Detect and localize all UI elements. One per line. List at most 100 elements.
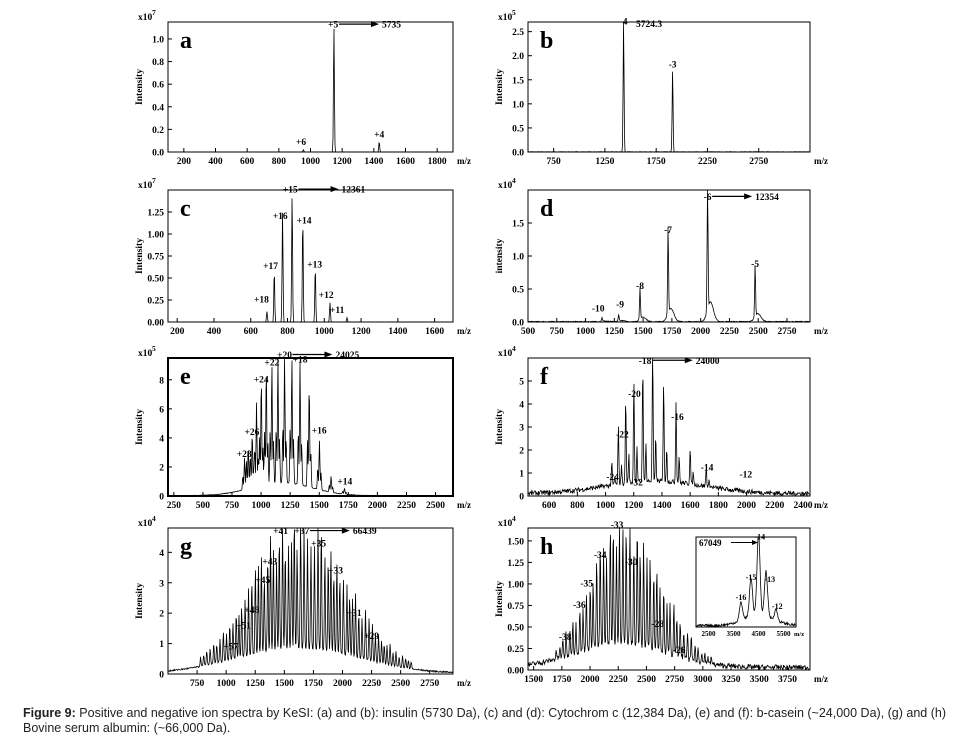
spectrum-trace <box>527 23 810 153</box>
panel-h: 0.00 0.25 0.50 0.75 1.00 1.25 1.50 1500 1750 2000… <box>495 514 828 685</box>
arrow-head <box>324 351 333 358</box>
arrow-label: 12361 <box>342 186 366 196</box>
x-tick-label: 2250 <box>720 327 739 337</box>
peak-label: +6 <box>296 138 306 148</box>
y-scale-exponent: 4 <box>152 514 156 523</box>
x-tick-label: 2500 <box>749 327 768 337</box>
x-tick-label: 2750 <box>777 327 796 337</box>
peak-label: +12 <box>319 291 334 301</box>
x-tick-label: 2250 <box>609 675 628 685</box>
y-tick-label: 1.5 <box>512 220 524 230</box>
y-axis-label: Intensity <box>135 409 145 445</box>
x-tick-label: 1250 <box>605 327 624 337</box>
y-tick-label: 5 <box>519 378 524 388</box>
x-tick-label: 750 <box>190 679 205 689</box>
y-scale-exponent: 5 <box>152 344 156 353</box>
y-tick-label: 1.25 <box>147 209 164 219</box>
peak-label: +16 <box>312 427 327 437</box>
y-tick-label: 1 <box>519 470 524 480</box>
x-tick-label: 600 <box>244 327 259 337</box>
x-tick-label: 600 <box>542 501 557 511</box>
y-scale-label: x10 <box>138 181 153 191</box>
y-scale-exponent: 5 <box>512 8 516 17</box>
y-axis-label: Intensity <box>135 583 145 619</box>
x-tick-label: 3500 <box>750 675 769 685</box>
x-tick-label: 1000 <box>252 501 271 511</box>
y-axis-label: Intensity <box>495 581 505 617</box>
y-tick-label: 0.8 <box>152 58 164 68</box>
x-tick-label: 200 <box>170 327 185 337</box>
panel-label-f: f <box>540 364 549 390</box>
panel-f: 0 1 2 3 4 5 600 800 1000 1200 1400 1600 1800 2000 2200… <box>495 344 828 511</box>
y-tick-label: 0.00 <box>507 667 524 677</box>
y-tick-label: 1.0 <box>152 35 164 45</box>
plot-frame <box>167 21 454 153</box>
x-tick-label: 1250 <box>246 679 265 689</box>
plot-frame <box>527 527 811 671</box>
panel-label-a: a <box>180 28 192 54</box>
peak-label: +18 <box>254 296 269 306</box>
y-axis-label: Intensity <box>135 238 145 274</box>
x-tick-label: 1800 <box>709 501 728 511</box>
peak-label: +18 <box>293 355 308 365</box>
y-tick-label: 1.0 <box>512 253 524 263</box>
y-tick-label: 1.00 <box>507 580 524 590</box>
peak-label: -28 <box>651 620 664 630</box>
peak-label: -6 <box>704 193 712 203</box>
panel-label-c: c <box>180 196 191 222</box>
inset-peak-label: -14 <box>754 533 765 542</box>
y-tick-label: 2 <box>159 610 164 620</box>
y-tick-label: 2 <box>159 463 164 473</box>
plot-frame <box>527 21 811 153</box>
peak-label: +15 <box>283 186 298 196</box>
x-tick-label: 1000 <box>315 327 334 337</box>
y-axis-label: intensity <box>495 238 505 273</box>
x-tick-label: 400 <box>208 157 223 167</box>
peak-label: -3 <box>669 61 677 71</box>
peak-label: +41 <box>273 527 288 537</box>
inset-x-tick-label: 4500 <box>752 630 767 638</box>
y-tick-label: 0.25 <box>147 297 164 307</box>
y-tick-label: 4 <box>159 549 164 559</box>
y-tick-label: 0.6 <box>152 81 164 91</box>
y-tick-label: 0.0 <box>512 319 524 329</box>
peak-label: +51 <box>236 621 251 631</box>
y-tick-label: 3 <box>159 579 164 589</box>
inset-peak-label: -15 <box>746 573 757 582</box>
y-scale-exponent: 4 <box>512 514 516 523</box>
y-tick-label: 1.00 <box>147 231 164 241</box>
y-scale-label: x10 <box>498 13 513 23</box>
peak-label: -12 <box>740 471 753 481</box>
peak-label: +14 <box>337 477 352 487</box>
peak-label: +13 <box>307 260 322 270</box>
peak-label: -32 <box>630 479 643 489</box>
panel-c: 0.00 0.25 0.50 0.75 1.00 1.25 200 400 600 800 1000… <box>135 176 471 337</box>
x-tick-label: 1000 <box>301 157 320 167</box>
y-scale-label: x10 <box>138 349 153 359</box>
y-tick-label: 0 <box>159 671 164 681</box>
inset-x-tick-label: 5500 <box>777 630 792 638</box>
plot-frame <box>167 357 454 497</box>
arrow-head <box>341 527 350 534</box>
x-tick-label: 1250 <box>281 501 300 511</box>
inset-x-axis-label: m/z <box>794 631 804 638</box>
peak-label: +43 <box>262 558 277 568</box>
peak-label: +28 <box>237 450 252 460</box>
peak-label: +35 <box>311 539 326 549</box>
inset-frame <box>695 536 797 628</box>
panel-label-h: h <box>540 534 553 560</box>
x-tick-label: 200 <box>177 157 192 167</box>
y-scale-label: x10 <box>138 13 153 23</box>
x-tick-label: 2500 <box>637 675 656 685</box>
x-tick-label: 1500 <box>275 679 294 689</box>
x-tick-label: 2000 <box>333 679 352 689</box>
peak-label: -30 <box>625 558 638 568</box>
peak-label: +29 <box>364 632 379 642</box>
y-tick-label: 0.4 <box>152 103 164 113</box>
x-tick-label: 2000 <box>368 501 387 511</box>
peak-label: -18 <box>639 357 652 367</box>
y-tick-label: 2.0 <box>512 52 524 62</box>
arrow-head <box>684 357 693 364</box>
peak-label: +17 <box>263 262 278 272</box>
